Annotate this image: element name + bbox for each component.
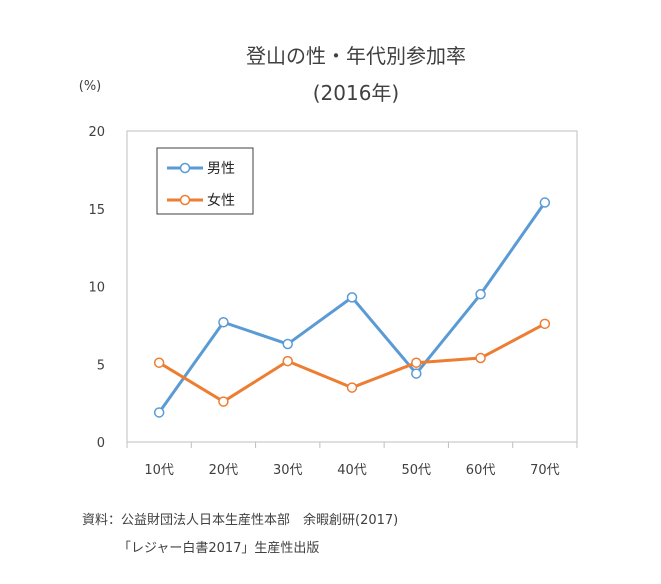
y-tick-label: 10 — [88, 281, 105, 296]
source-line-2: 「レジャー白書2017」生産性出版 — [118, 540, 319, 556]
data-point — [475, 289, 486, 300]
data-point — [218, 317, 229, 328]
data-point — [153, 357, 165, 368]
data-point — [411, 357, 422, 368]
x-tick-label: 60代 — [466, 463, 496, 478]
data-point — [282, 338, 293, 350]
y-tick-label: 5 — [97, 358, 105, 373]
y-tick-label: 15 — [88, 203, 105, 218]
x-axis: 10代 20代 30代 40代 50代 60代 70代 — [126, 442, 578, 478]
legend-marker — [179, 162, 191, 174]
data-point — [539, 197, 551, 208]
legend-label: 女性 — [207, 192, 235, 209]
plot-area-frame — [126, 130, 578, 443]
data-point — [218, 396, 229, 407]
x-tick-label: 30代 — [273, 463, 303, 478]
source-line-1: 資料：公益財団法人日本生産性本部 余暇創研(2017) — [82, 512, 398, 528]
data-point — [153, 407, 165, 418]
data-point — [475, 352, 486, 364]
data-point — [539, 318, 551, 330]
data-point — [282, 355, 293, 367]
legend-label: 男性 — [207, 161, 235, 177]
legend-marker — [179, 194, 191, 206]
x-tick-label: 40代 — [337, 463, 367, 478]
y-tick-label: 20 — [88, 125, 105, 140]
y-axis-unit-label: (%) — [79, 79, 102, 94]
series-layer — [153, 197, 551, 418]
chart-title-line-1: 登山の性・年代別参加率 — [246, 44, 466, 68]
y-axis: 0 5 10 15 20 — [88, 125, 105, 451]
data-point — [411, 368, 422, 379]
x-tick-label: 20代 — [209, 463, 239, 478]
data-point — [346, 382, 358, 393]
x-tick-label: 50代 — [402, 463, 432, 478]
chart-title: 登山の性・年代別参加率 (2016年) — [246, 44, 466, 105]
legend-box — [156, 147, 254, 215]
series-line — [157, 201, 547, 414]
x-tick-label: 10代 — [144, 463, 174, 478]
y-tick-label: 0 — [97, 436, 105, 451]
x-tick-label: 70代 — [530, 463, 560, 478]
data-point — [346, 292, 358, 303]
chart-title-line-2: (2016年) — [313, 81, 400, 105]
